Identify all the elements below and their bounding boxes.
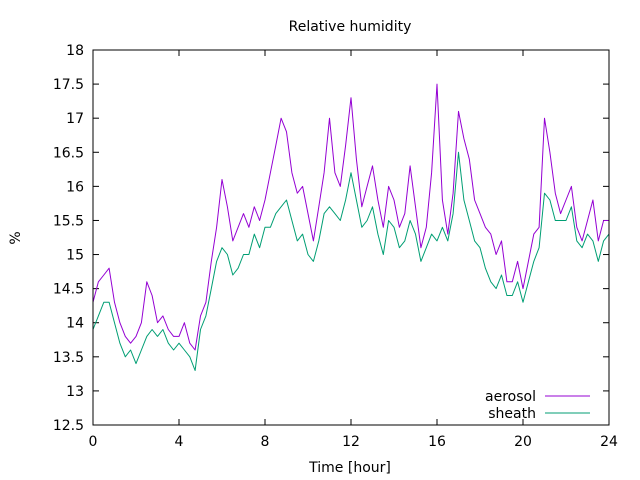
x-tick-label: 0	[89, 434, 98, 450]
chart-title: Relative humidity	[289, 19, 412, 35]
y-tick-label: 18	[66, 43, 84, 59]
x-tick-label: 8	[261, 434, 270, 450]
x-tick-label: 16	[428, 434, 446, 450]
x-tick-label: 4	[175, 434, 184, 450]
y-tick-label: 12.5	[53, 418, 84, 434]
y-tick-label: 13	[66, 384, 84, 400]
series-line-aerosol	[92, 83, 609, 351]
axes-group: 12.5 13 13.5 14 14.5 15 15.5 16 16.5 17 17.5 18 0 4 8 1…	[53, 43, 618, 450]
x-axis-label: Time [hour]	[308, 460, 391, 476]
series-group	[92, 83, 610, 371]
x-tick-label: 24	[600, 434, 618, 450]
y-tick-label: 15	[66, 248, 84, 264]
series-line-sheath	[92, 151, 610, 371]
y-axis-label: %	[8, 231, 24, 244]
x-tick-label: 20	[514, 434, 532, 450]
y-tick-label: 16.5	[53, 145, 84, 161]
legend-label-aerosol: aerosol	[485, 389, 536, 405]
y-tick-label: 17.5	[53, 77, 84, 93]
plot-frame	[92, 49, 610, 426]
y-tick-label: 16	[66, 179, 84, 195]
legend-label-sheath: sheath	[488, 406, 536, 422]
y-tick-label: 15.5	[53, 213, 84, 229]
x-tick-label: 12	[342, 434, 360, 450]
y-tick-label: 17	[66, 111, 84, 127]
y-tick-label: 14	[66, 316, 84, 332]
y-tick-label: 14.5	[53, 282, 84, 298]
y-tick-label: 13.5	[53, 350, 84, 366]
